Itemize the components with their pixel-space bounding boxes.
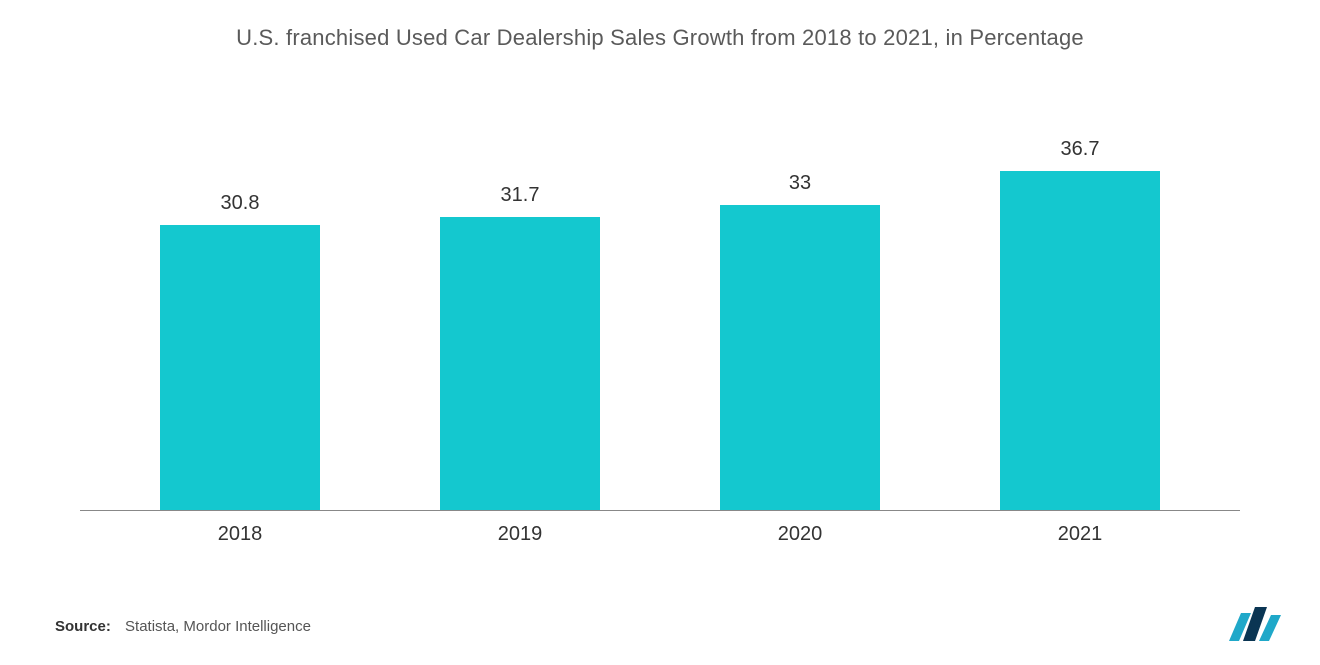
bar-column: 33 — [710, 81, 890, 510]
bar-column: 31.7 — [430, 81, 610, 510]
source-line: Source: Statista, Mordor Intelligence — [55, 618, 311, 635]
bar-column: 36.7 — [990, 81, 1170, 510]
x-axis-label: 2019 — [430, 523, 610, 546]
x-axis-label: 2020 — [710, 523, 890, 546]
chart-container: U.S. franchised Used Car Dealership Sale… — [0, 0, 1320, 665]
bar — [160, 225, 320, 510]
bar-value-label: 36.7 — [1061, 138, 1100, 161]
bar-value-label: 33 — [789, 172, 811, 195]
x-axis-labels: 2018 2019 2020 2021 — [80, 523, 1240, 546]
source-label: Source: — [55, 618, 111, 635]
source-text: Statista, Mordor Intelligence — [125, 618, 311, 635]
bar — [720, 205, 880, 510]
bar-value-label: 30.8 — [221, 192, 260, 215]
x-axis-label: 2018 — [150, 523, 330, 546]
mordor-logo-icon — [1227, 603, 1285, 643]
bars-group: 30.8 31.7 33 36.7 — [80, 81, 1240, 510]
bar — [440, 217, 600, 510]
x-axis-label: 2021 — [990, 523, 1170, 546]
plot-area: 30.8 31.7 33 36.7 — [80, 81, 1240, 511]
bar-column: 30.8 — [150, 81, 330, 510]
chart-title: U.S. franchised Used Car Dealership Sale… — [50, 25, 1270, 51]
bar-value-label: 31.7 — [501, 184, 540, 207]
bar — [1000, 171, 1160, 510]
